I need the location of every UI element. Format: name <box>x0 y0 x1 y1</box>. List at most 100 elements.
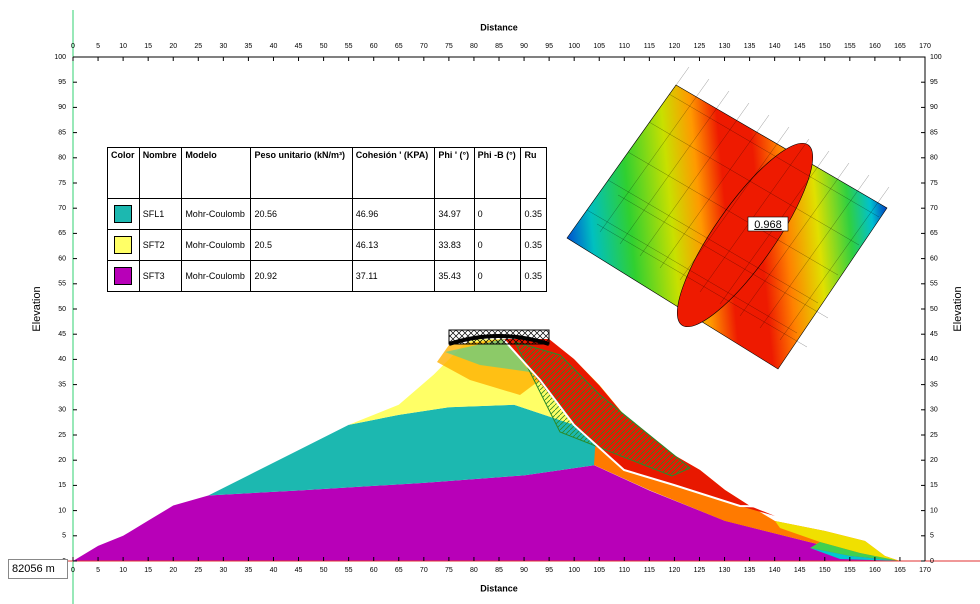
y-tick-label: 85 <box>58 129 66 136</box>
table-cell: 35.43 <box>434 260 475 292</box>
x-tick-label: 105 <box>593 567 605 574</box>
material-row: SFT3 Mohr-Coulomb 20.92 37.11 35.43 0 0.35 <box>107 260 547 292</box>
x-tick-label: 15 <box>144 43 152 50</box>
x-tick-label: 80 <box>470 43 478 50</box>
x-tick-label: 15 <box>144 567 152 574</box>
table-cell: 0.35 <box>520 229 547 261</box>
y-tick-label: 15 <box>930 482 938 489</box>
y-tick-label: 45 <box>58 331 66 338</box>
y-tick-label: 80 <box>58 155 66 162</box>
y-axis-title: Elevation <box>31 286 43 331</box>
x-tick-label: 100 <box>568 43 580 50</box>
safety-overlay <box>437 329 900 561</box>
column-header: Color <box>107 147 140 199</box>
x-tick-label: 140 <box>769 43 781 50</box>
y-tick-label: 75 <box>930 180 938 187</box>
x-tick-label: 45 <box>295 43 303 50</box>
column-header: Phi ' (°) <box>434 147 475 199</box>
table-cell: SFL1 <box>138 198 183 230</box>
column-header: Modelo <box>181 147 252 199</box>
color-cell <box>107 198 140 230</box>
y-tick-label: 60 <box>58 255 66 262</box>
y-tick-label: 30 <box>58 407 66 414</box>
color-swatch <box>114 267 133 285</box>
x-tick-label: 25 <box>194 567 202 574</box>
material-region <box>73 465 900 561</box>
table-cell: 33.83 <box>434 229 475 261</box>
table-cell: 0 <box>473 198 522 230</box>
y-tick-label: 25 <box>58 432 66 439</box>
x-tick-label: 20 <box>169 43 177 50</box>
table-cell: 0 <box>473 260 522 292</box>
column-header: Cohesión ' (KPA) <box>351 147 436 199</box>
x-tick-label: 155 <box>844 43 856 50</box>
x-tick-label: 155 <box>844 567 856 574</box>
x-tick-label: 95 <box>545 43 553 50</box>
y-tick-label: 55 <box>930 281 938 288</box>
table-cell: SFT2 <box>138 229 183 261</box>
x-tick-label: 65 <box>395 43 403 50</box>
x-tick-label: 105 <box>593 43 605 50</box>
x-tick-label: 135 <box>744 567 756 574</box>
x-tick-label: 0 <box>71 567 75 574</box>
x-tick-label: 100 <box>568 567 580 574</box>
x-tick-label: 145 <box>794 567 806 574</box>
y-tick-label: 15 <box>58 482 66 489</box>
y-tick-label: 25 <box>930 432 938 439</box>
x-tick-label: 70 <box>420 567 428 574</box>
x-tick-label: 55 <box>345 567 353 574</box>
x-tick-label: 150 <box>819 567 831 574</box>
y-tick-label: 50 <box>930 306 938 313</box>
y-tick-label: 10 <box>930 507 938 514</box>
material-row: SFT2 Mohr-Coulomb 20.5 46.13 33.83 0 0.35 <box>107 229 547 261</box>
x-tick-label: 90 <box>520 567 528 574</box>
table-cell: 20.92 <box>250 260 353 292</box>
status-box: 82056 m <box>8 559 68 579</box>
y-tick-label: 70 <box>58 205 66 212</box>
x-tick-label: 115 <box>644 567 655 574</box>
material-row: SFL1 Mohr-Coulomb 20.56 46.96 34.97 0 0.35 <box>107 198 547 230</box>
y-tick-label: 5 <box>62 533 66 540</box>
table-cell: 34.97 <box>434 198 475 230</box>
x-tick-label: 35 <box>245 567 253 574</box>
y-tick-label: 85 <box>930 129 938 136</box>
y-tick-label: 45 <box>930 331 938 338</box>
label-box <box>747 216 789 232</box>
y-tick-label: 75 <box>58 180 66 187</box>
x-tick-label: 75 <box>445 43 453 50</box>
x-tick-label: 45 <box>295 567 303 574</box>
x-tick-label: 145 <box>794 43 806 50</box>
x-tick-label: 160 <box>869 43 881 50</box>
x-tick-label: 140 <box>769 567 781 574</box>
table-cell: Mohr-Coulomb <box>181 229 252 261</box>
x-tick-label: 55 <box>345 43 353 50</box>
table-cell: 20.56 <box>250 198 353 230</box>
table-cell: 46.13 <box>351 229 436 261</box>
x-tick-label: 0 <box>71 43 75 50</box>
table-cell: 20.5 <box>250 229 353 261</box>
y-tick-label: 35 <box>930 381 938 388</box>
y-tick-label: 90 <box>930 104 938 111</box>
y-tick-label: 5 <box>930 533 934 540</box>
column-header: Peso unitario (kN/m³) <box>250 147 353 199</box>
x-tick-label: 60 <box>370 43 378 50</box>
y-tick-label: 60 <box>930 255 938 262</box>
table-cell: 0 <box>473 229 522 261</box>
x-tick-label: 160 <box>869 567 881 574</box>
x-tick-label: 80 <box>470 567 478 574</box>
x-tick-label: 115 <box>644 43 655 50</box>
table-cell: 0.35 <box>520 198 547 230</box>
y-tick-label: 65 <box>930 230 938 237</box>
x-tick-label: 85 <box>495 567 503 574</box>
x-tick-label: 150 <box>819 43 831 50</box>
x-tick-label: 110 <box>619 43 630 50</box>
x-tick-label: 165 <box>894 43 906 50</box>
x-tick-label: 170 <box>919 43 931 50</box>
y-tick-label: 70 <box>930 205 938 212</box>
column-header: Phi -B (°) <box>473 147 522 199</box>
x-tick-label: 110 <box>619 567 630 574</box>
x-tick-label: 35 <box>245 43 253 50</box>
x-tick-label: 70 <box>420 43 428 50</box>
color-cell <box>107 229 140 261</box>
